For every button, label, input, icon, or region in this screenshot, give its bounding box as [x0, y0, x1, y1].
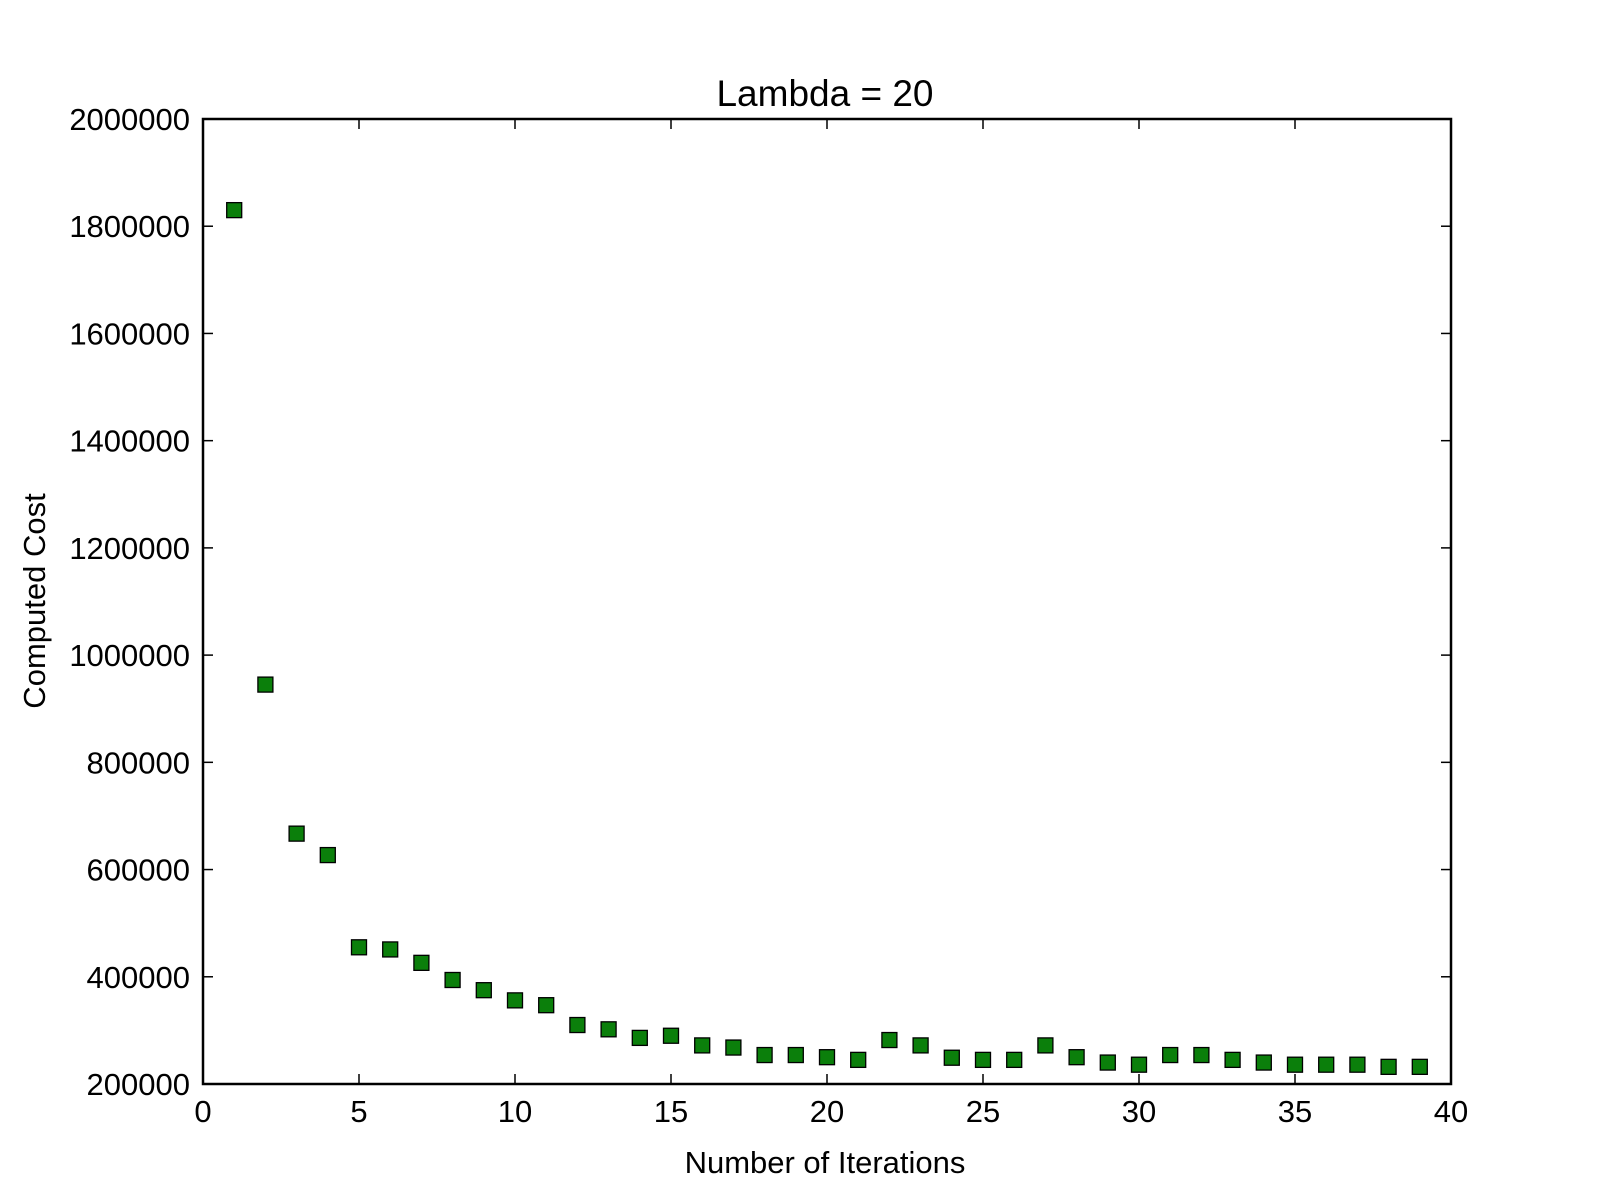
data-point [288, 825, 305, 842]
y-tick-label: 1600000 [69, 316, 190, 351]
data-point [1286, 1056, 1304, 1073]
data-point [694, 1037, 711, 1054]
y-tick-label: 2000000 [69, 102, 190, 137]
data-point [600, 1021, 617, 1038]
data-point [756, 1046, 773, 1064]
y-axis-tick-labels: 200000 400000 600000 800000 1000000 1200000 14… [69, 102, 190, 1102]
data-point [226, 201, 243, 219]
data-point [1099, 1054, 1116, 1071]
y-tick-label: 200000 [87, 1067, 190, 1102]
x-axis-tick-labels: 0 5 10 15 20 25 30 35 40 [194, 1094, 1468, 1129]
x-tick-label: 30 [1122, 1094, 1156, 1129]
data-point [350, 939, 368, 956]
data-point [943, 1049, 960, 1066]
data-point [1224, 1051, 1241, 1069]
data-point [850, 1051, 867, 1069]
x-tick-label: 5 [350, 1094, 367, 1129]
plot-area [201, 117, 1453, 1086]
data-point [444, 971, 461, 989]
data-markers [226, 201, 1428, 1075]
data-point [662, 1027, 680, 1044]
x-axis-label: Number of Iterations [685, 1145, 966, 1180]
data-point [631, 1029, 648, 1047]
data-point [1411, 1058, 1428, 1075]
y-tick-label: 1000000 [69, 638, 190, 673]
y-tick-label: 1400000 [69, 424, 190, 459]
data-point [569, 1016, 586, 1034]
x-tick-label: 35 [1278, 1094, 1312, 1129]
x-tick-label: 25 [966, 1094, 1000, 1129]
data-point [912, 1037, 929, 1054]
data-point [1255, 1054, 1272, 1071]
x-tick-label: 10 [498, 1094, 532, 1129]
x-tick-label: 15 [654, 1094, 688, 1129]
data-point [413, 954, 430, 971]
y-tick-label: 600000 [87, 853, 190, 888]
data-point [1318, 1056, 1335, 1073]
data-point [1162, 1046, 1179, 1064]
data-point [475, 982, 492, 999]
data-point [787, 1046, 804, 1064]
x-tick-label: 0 [194, 1094, 211, 1129]
x-tick-label: 20 [810, 1094, 844, 1129]
plot-frame [201, 117, 1453, 1086]
data-point [1006, 1051, 1023, 1069]
y-axis-label: Computed Cost [17, 493, 52, 709]
y-tick-label: 1800000 [69, 209, 190, 244]
data-point [881, 1031, 898, 1049]
data-point [382, 941, 399, 958]
data-point [1193, 1046, 1210, 1064]
data-point [319, 846, 336, 864]
data-point [257, 676, 274, 693]
data-point [506, 992, 524, 1009]
data-point [1130, 1056, 1148, 1073]
data-point [1380, 1058, 1397, 1075]
x-tick-label: 40 [1434, 1094, 1468, 1129]
data-point [1037, 1037, 1054, 1054]
data-point [1068, 1049, 1085, 1066]
data-point [974, 1051, 992, 1069]
data-point [1349, 1056, 1366, 1073]
axis-ticks [202, 118, 1452, 1085]
data-point [538, 997, 555, 1014]
data-point [725, 1039, 742, 1056]
data-point [818, 1049, 836, 1066]
y-tick-label: 800000 [87, 745, 190, 780]
y-tick-label: 1200000 [69, 531, 190, 566]
chart-title: Lambda = 20 [716, 73, 933, 114]
y-tick-label: 400000 [87, 960, 190, 995]
